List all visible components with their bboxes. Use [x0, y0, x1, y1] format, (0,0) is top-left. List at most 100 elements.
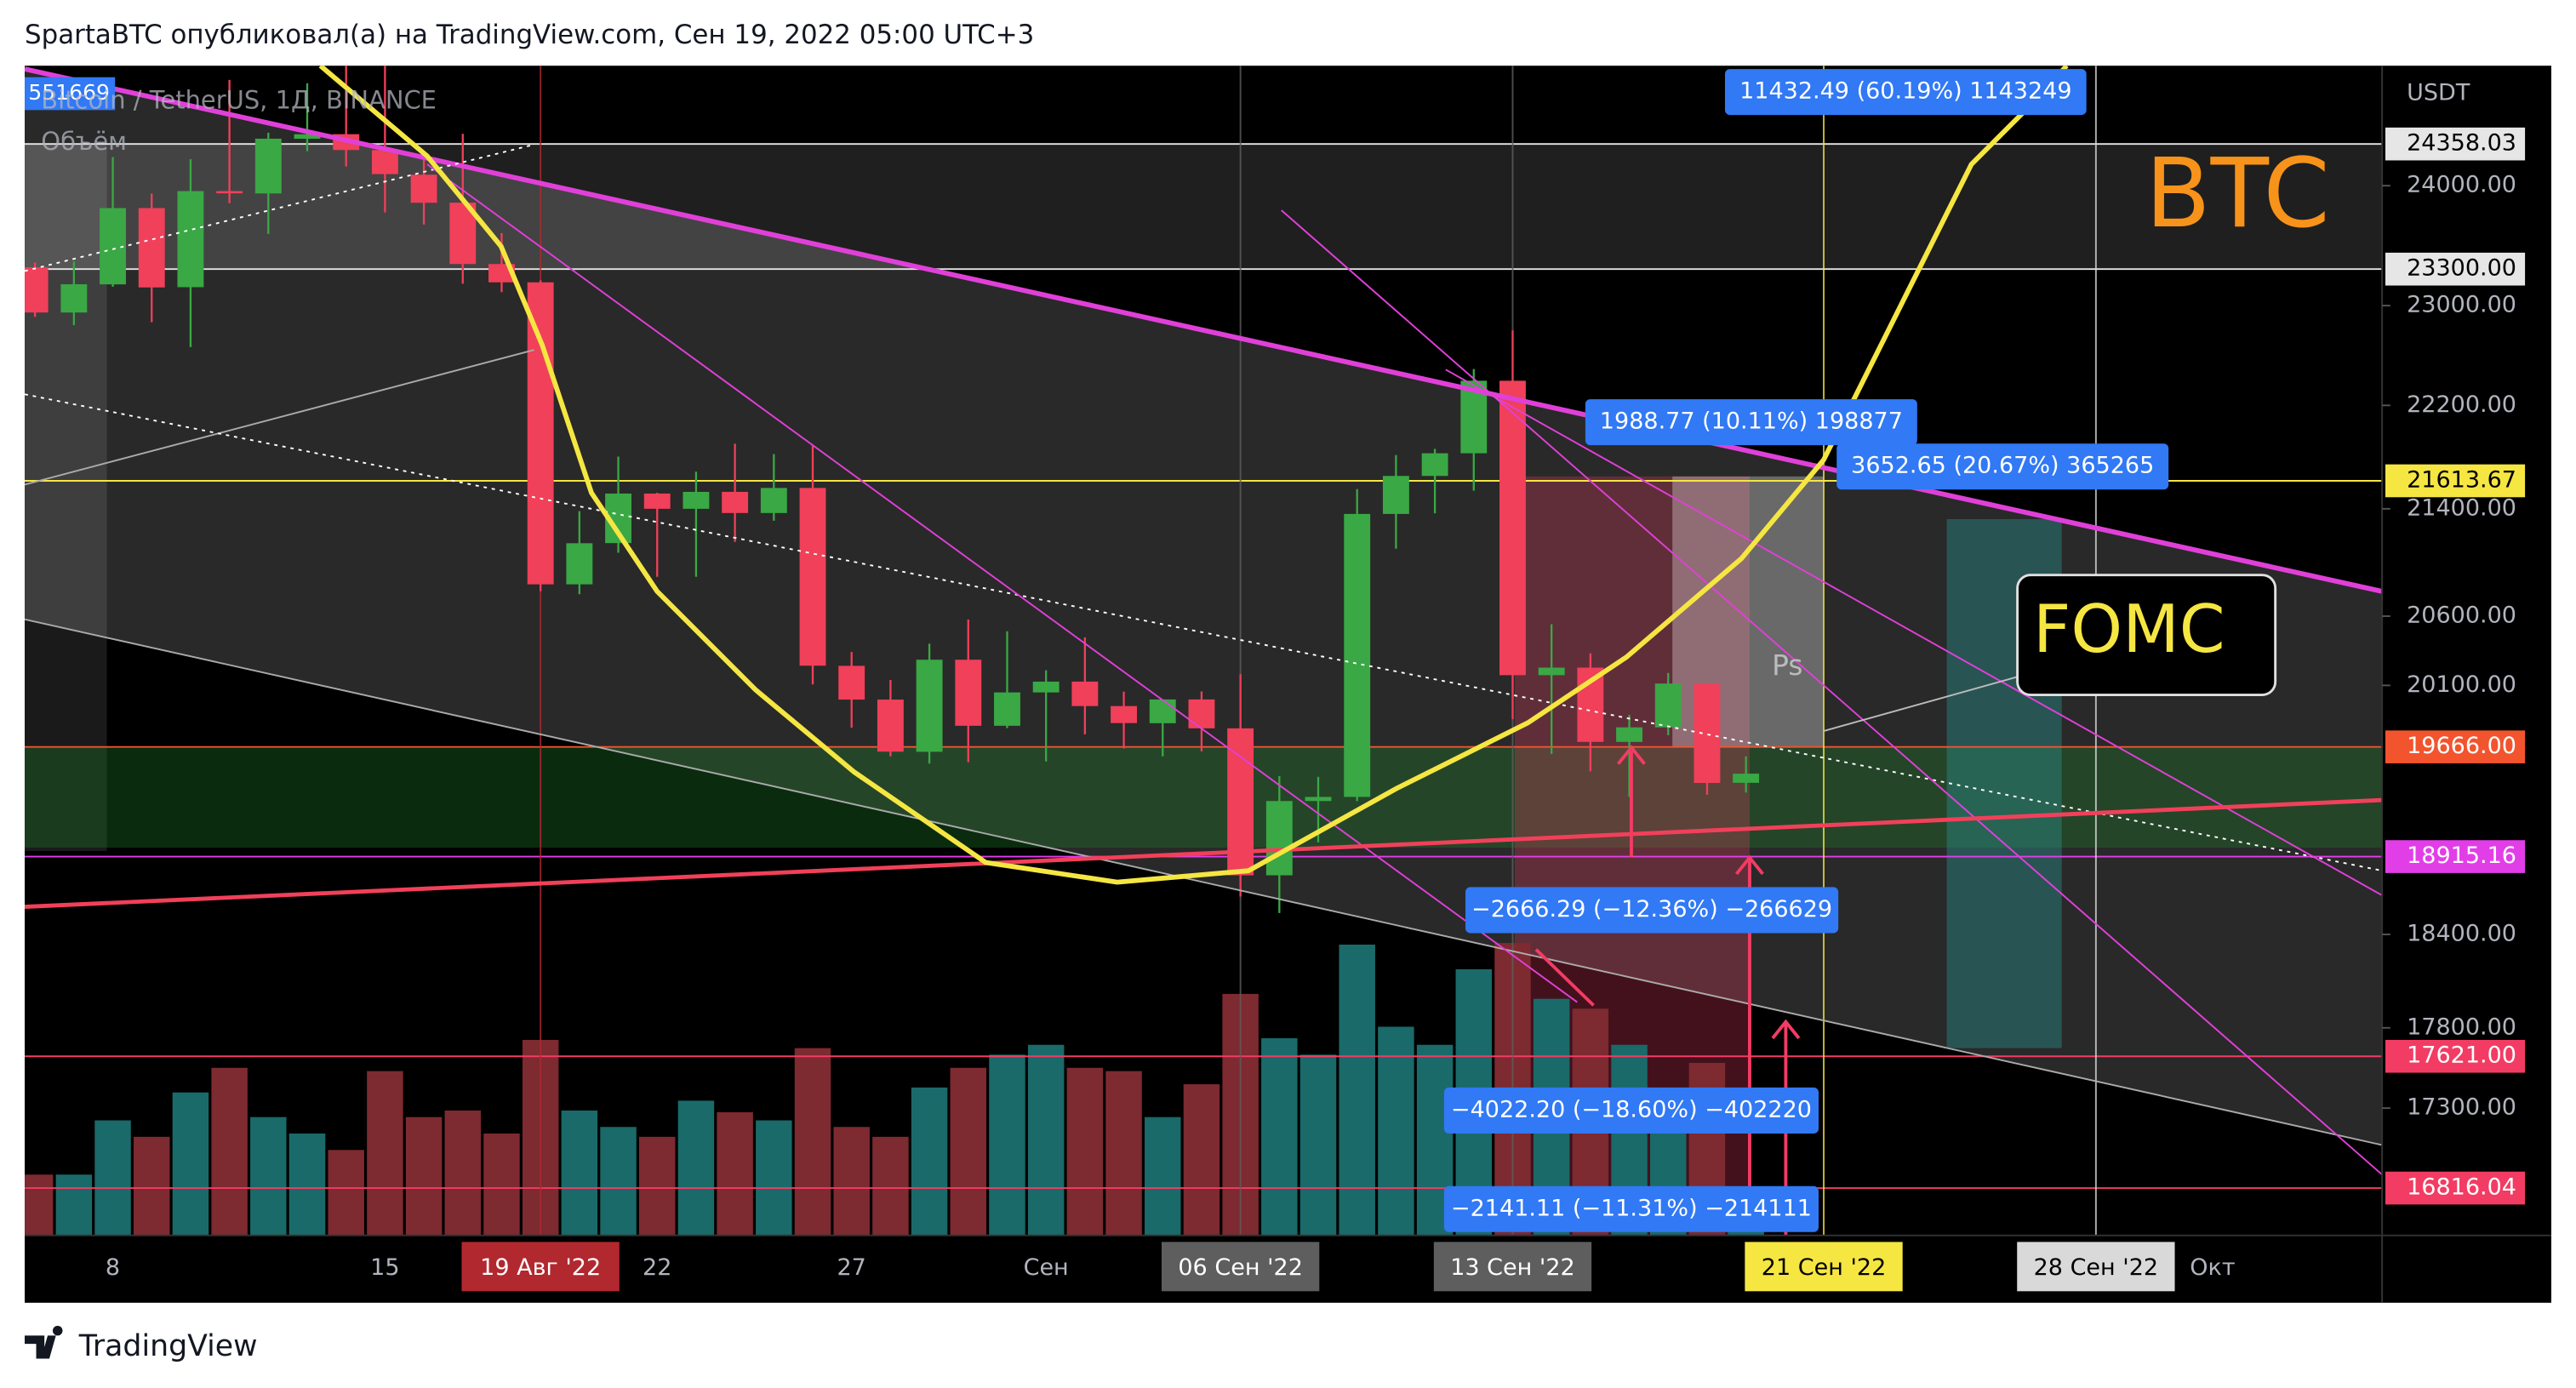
candle-body: [1733, 774, 1760, 783]
candle-body: [994, 692, 1020, 726]
date-label: 13 Сен '22: [1450, 1254, 1575, 1281]
measure-label: 1988.77 (10.11%) 198877: [1600, 408, 1903, 435]
dotted-line: [25, 143, 534, 272]
trend-line: [25, 618, 2383, 1146]
date-tag: [1433, 1242, 1592, 1292]
volume-bar: [1299, 1054, 1337, 1236]
volume-bar: [600, 1127, 637, 1236]
volume-bar: [211, 1067, 248, 1236]
volume-bar: [405, 1117, 443, 1236]
volume-bar: [172, 1092, 209, 1236]
measure-label: −2666.29 (−12.36%) −266629: [1471, 896, 1832, 922]
y-tick-label: 20100.00: [2407, 671, 2516, 698]
candle-body: [138, 208, 165, 288]
volume-bar: [639, 1136, 676, 1236]
y-tick-label: 23000.00: [2407, 292, 2516, 318]
level-tag: [2385, 252, 2526, 286]
date-tag: [1745, 1242, 1903, 1292]
volume-bar: [1066, 1067, 1104, 1236]
candle-body: [371, 150, 398, 174]
volume-bar: [250, 1117, 287, 1236]
candle-body: [216, 191, 243, 194]
y-tick-label: 24000.00: [2407, 172, 2516, 198]
x-tick-label: 22: [643, 1254, 671, 1281]
volume-bar: [1027, 1044, 1065, 1236]
candle-body: [1616, 727, 1643, 742]
volume-bar: [483, 1133, 520, 1236]
level-tag: [2385, 464, 2526, 498]
volume-bar: [833, 1127, 870, 1236]
volume-bar: [1378, 1026, 1414, 1236]
brand: TradingView: [78, 1329, 258, 1363]
level-label: 17621.00: [2407, 1042, 2516, 1069]
level-tag: [2385, 840, 2526, 873]
candle-body: [1111, 705, 1137, 723]
volume-bar: [794, 1048, 831, 1236]
candle-body: [877, 700, 904, 752]
date-label: 28 Сен '22: [2034, 1254, 2159, 1281]
candle-body: [1032, 681, 1060, 693]
level-tag: [2385, 1171, 2526, 1205]
volume-bar: [1339, 944, 1375, 1236]
measure-box: [1443, 1185, 1819, 1232]
candle-body: [955, 660, 982, 726]
symbol: Bitcoin / TetherUS, 1Д, BINANCE: [41, 86, 437, 115]
fomc-label: FOMC: [2033, 591, 2225, 668]
candle-body: [799, 488, 826, 666]
candle-body: [722, 491, 749, 513]
y-tick-label: 21400.00: [2407, 494, 2516, 521]
level-label: 24358.03: [2407, 130, 2516, 157]
measure-label: −2141.11 (−11.31%) −214111: [1451, 1195, 1812, 1221]
level-label: 19666.00: [2407, 733, 2516, 759]
candle-body: [177, 191, 204, 288]
dotted-line: [25, 393, 2383, 872]
candle-body: [1499, 380, 1526, 676]
volume-bar: [1183, 1084, 1220, 1236]
candle-body: [254, 138, 282, 194]
candle-body: [1344, 513, 1371, 797]
level-tag: [2385, 1039, 2526, 1073]
volume-bar: [1145, 1117, 1181, 1236]
date-tag: [461, 1242, 620, 1292]
level-label: 21613.67: [2407, 466, 2516, 493]
level-tag: [2385, 730, 2526, 763]
volume-bar: [134, 1136, 170, 1236]
callout-box: [2016, 574, 2277, 697]
candle-body: [1654, 683, 1682, 728]
volume-bar: [717, 1111, 753, 1236]
channel: [25, 69, 2383, 1145]
candle-body: [25, 267, 49, 313]
date-label: 06 Сен '22: [1178, 1254, 1303, 1281]
volume-bar: [25, 1174, 54, 1236]
volume-bar: [55, 1174, 93, 1236]
measure-label: 3652.65 (20.67%) 365265: [1851, 453, 2154, 479]
candle-body: [527, 282, 554, 585]
candle-body: [916, 660, 943, 752]
callout-pointer: [1823, 676, 2018, 732]
measure-box: [1585, 399, 1917, 446]
trend-line: [25, 66, 2383, 594]
x-tick-label: 8: [106, 1254, 120, 1281]
candle-body: [1538, 667, 1565, 676]
measure-box: [1443, 1087, 1819, 1134]
footer: TradingView: [25, 1325, 258, 1363]
candle-body: [1421, 453, 1448, 477]
y-tick-label: 17300.00: [2407, 1094, 2516, 1121]
candle-body: [294, 134, 321, 140]
candle-body: [1305, 797, 1332, 802]
trend-line: [426, 163, 1578, 1003]
volume-bar: [288, 1133, 326, 1236]
candle-body: [60, 284, 88, 313]
annotations: 551669 Bitcoin / TetherUS, 1Д, BINANCE О…: [25, 69, 2330, 1232]
zone: [25, 144, 2383, 270]
y-tick-label: 18400.00: [2407, 920, 2516, 946]
logo: [25, 1325, 63, 1359]
x-tick-label: 27: [837, 1254, 866, 1281]
measure-box: [1836, 443, 2169, 490]
trend-line: [1281, 209, 2383, 1175]
volume-bar: [1105, 1071, 1142, 1236]
x-tick-label: 15: [370, 1254, 399, 1281]
volume-bar: [872, 1136, 909, 1236]
level-label: 23300.00: [2407, 255, 2516, 282]
